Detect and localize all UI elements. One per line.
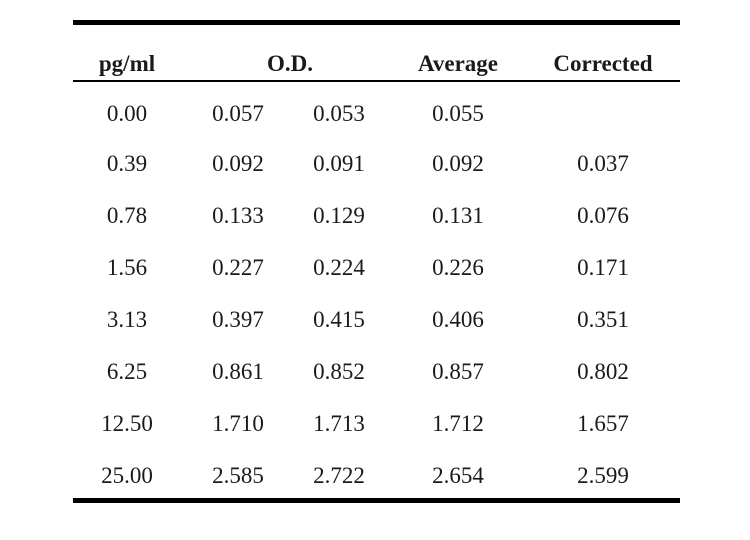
cell-od-2: 0.129 xyxy=(313,203,365,228)
table-row: 12.50 1.710 1.713 1.712 1.657 xyxy=(73,394,680,446)
table-row: 0.78 0.133 0.129 0.131 0.076 xyxy=(73,186,680,238)
table-header-rule xyxy=(73,80,680,82)
cell-corrected: 0.037 xyxy=(577,151,629,176)
cell-concentration: 3.13 xyxy=(106,307,148,332)
cell-od-1: 1.710 xyxy=(212,411,264,436)
cell-average: 2.654 xyxy=(432,463,484,488)
table-row: 3.13 0.397 0.415 0.406 0.351 xyxy=(73,290,680,342)
cell-od-1: 0.092 xyxy=(212,151,264,176)
cell-od-2: 0.053 xyxy=(313,101,365,126)
table-top-rule xyxy=(73,20,680,25)
cell-concentration: 0.00 xyxy=(106,101,148,126)
cell-od-1: 0.227 xyxy=(212,255,264,280)
cell-od-1: 0.861 xyxy=(212,359,264,384)
cell-od-1: 2.585 xyxy=(212,463,264,488)
cell-corrected: 2.599 xyxy=(577,463,629,488)
table-row: 6.25 0.861 0.852 0.857 0.802 xyxy=(73,342,680,394)
cell-od-1: 0.057 xyxy=(212,101,264,126)
cell-od-1: 0.397 xyxy=(212,307,264,332)
header-od: O.D. xyxy=(267,51,313,76)
cell-concentration: 0.39 xyxy=(106,151,148,176)
cell-corrected: 0.171 xyxy=(577,255,629,280)
cell-average: 1.712 xyxy=(432,411,484,436)
table-header-row: pg/ml O.D. Average Corrected xyxy=(73,25,680,80)
cell-corrected: 0.802 xyxy=(577,359,629,384)
data-table: pg/ml O.D. Average Corrected 0.00 0.057 0.… xyxy=(73,20,680,503)
cell-concentration: 6.25 xyxy=(106,359,148,384)
cell-average: 0.226 xyxy=(432,255,484,280)
cell-corrected: 1.657 xyxy=(577,411,629,436)
cell-od-2: 2.722 xyxy=(313,463,365,488)
cell-average: 0.406 xyxy=(432,307,484,332)
cell-average: 0.092 xyxy=(432,151,484,176)
cell-average: 0.055 xyxy=(432,101,484,126)
cell-od-2: 1.713 xyxy=(313,411,365,436)
header-average: Average xyxy=(417,51,499,76)
table-bottom-rule xyxy=(73,498,680,503)
table-row: 0.00 0.057 0.053 0.055 xyxy=(73,82,680,134)
cell-concentration: 25.00 xyxy=(101,463,153,488)
cell-concentration: 1.56 xyxy=(106,255,148,280)
table-row: 0.39 0.092 0.091 0.092 0.037 xyxy=(73,134,680,186)
table-row: 1.56 0.227 0.224 0.226 0.171 xyxy=(73,238,680,290)
cell-average: 0.857 xyxy=(432,359,484,384)
table-body: 0.00 0.057 0.053 0.055 0.39 0.092 0.091 0.092 0.… xyxy=(73,82,680,498)
cell-concentration: 0.78 xyxy=(106,203,148,228)
cell-od-2: 0.091 xyxy=(313,151,365,176)
cell-average: 0.131 xyxy=(432,203,484,228)
header-concentration: pg/ml xyxy=(98,51,156,76)
header-corrected: Corrected xyxy=(553,51,653,76)
cell-od-2: 0.852 xyxy=(313,359,365,384)
table-row: 25.00 2.585 2.722 2.654 2.599 xyxy=(73,446,680,498)
cell-corrected: 0.076 xyxy=(577,203,629,228)
cell-od-2: 0.224 xyxy=(313,255,365,280)
cell-od-2: 0.415 xyxy=(313,307,365,332)
cell-concentration: 12.50 xyxy=(101,411,153,436)
cell-corrected: 0.351 xyxy=(577,307,629,332)
cell-od-1: 0.133 xyxy=(212,203,264,228)
